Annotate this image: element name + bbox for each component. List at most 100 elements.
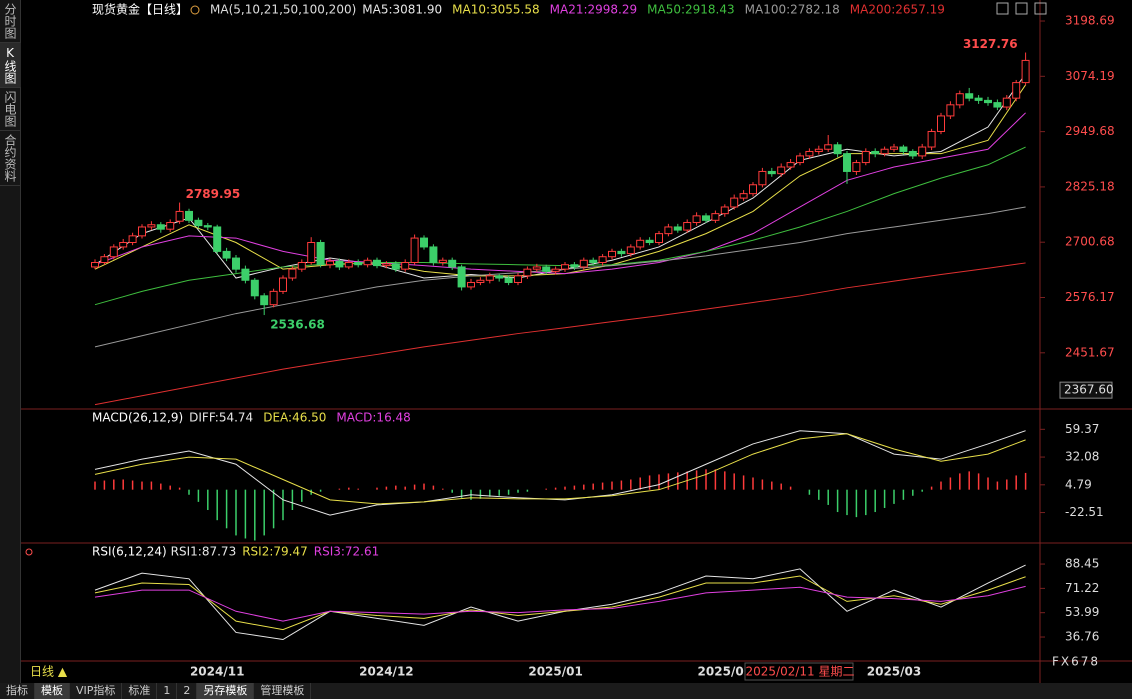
candle-body [232, 257, 240, 270]
candle-body [354, 261, 363, 266]
candle-body [805, 150, 814, 157]
candle-body [297, 261, 306, 270]
tab[interactable]: 管理模板 [254, 683, 312, 699]
bottom-tabs: 指标 模板 VIP指标 标准 1 2 另存模板 管理模板 [0, 683, 1132, 699]
legend-item: MACD(26,12,9) [92, 411, 183, 425]
candle-body [344, 261, 353, 268]
legend-item: RSI2:79.47 [242, 545, 308, 559]
candle-body [918, 146, 927, 157]
candle-body [119, 242, 128, 248]
y-tick-label: 2576.17 [1065, 290, 1115, 304]
legend-item: MA(5,10,21,50,100,200) [210, 3, 356, 17]
y-tick-label: 3198.69 [1065, 14, 1115, 28]
candle-body [852, 162, 861, 172]
indicator-line [94, 262, 1026, 406]
candle-body [279, 277, 287, 292]
candle-body [429, 246, 438, 263]
candle-body [514, 275, 522, 283]
y-tick-label: 32.08 [1065, 450, 1099, 464]
sidebar: 分时图 K线图 闪电图 合约资料 [0, 0, 21, 683]
candle-body [720, 206, 729, 215]
y-tick-label: 36.76 [1065, 630, 1099, 644]
tab[interactable]: 模板 [35, 683, 70, 699]
y-tick-label: 59.37 [1065, 422, 1099, 436]
background [21, 0, 1132, 683]
candle-body [683, 222, 692, 231]
candle-body [147, 224, 156, 228]
legend-item: MA21:2998.29 [550, 3, 638, 17]
settings-icon[interactable] [190, 5, 200, 15]
candle-body [551, 268, 560, 272]
candle-body [786, 162, 795, 168]
legend-item: MA5:3081.90 [362, 3, 442, 17]
candle-body [608, 250, 616, 258]
watermark: FX678 [1052, 655, 1100, 669]
candle-body [824, 144, 833, 150]
candle-body [871, 150, 880, 155]
candle-body [589, 259, 598, 263]
candle-body [946, 104, 955, 117]
candle-body [138, 226, 146, 237]
x-tick-label: 2025/02 [698, 665, 752, 679]
legend-item: 现货黄金【日线】 [92, 2, 188, 17]
candle-body [485, 275, 494, 281]
tab[interactable]: 指标 [0, 683, 35, 699]
candle-body [730, 197, 739, 208]
candle-body [833, 144, 842, 155]
legend-item: RSI(6,12,24) [92, 545, 167, 559]
tab[interactable]: 标准 [122, 683, 158, 699]
candle-body [250, 279, 259, 297]
y-tick-label: 53.99 [1065, 605, 1099, 619]
candle-body [1012, 82, 1021, 99]
candle-body [673, 226, 682, 231]
side-tab[interactable]: 闪电图 [0, 88, 21, 131]
candle-body [796, 155, 804, 164]
candle-body [109, 246, 118, 258]
price-annotation: 2789.95 [186, 187, 241, 201]
candle-body [890, 146, 898, 150]
candle-body [777, 166, 786, 175]
candle-body [363, 259, 372, 266]
candle-body [993, 102, 1002, 108]
candle-body [260, 295, 269, 306]
candle-body [899, 146, 908, 152]
candle-body [316, 242, 325, 266]
candle-body [937, 115, 945, 132]
candle-body [955, 93, 964, 106]
candle-body [326, 260, 334, 266]
y-tick-label: -22.51 [1065, 505, 1104, 519]
candle-body [767, 170, 776, 175]
candle-body [749, 184, 757, 195]
side-tab[interactable]: 分时图 [0, 0, 21, 43]
period-label[interactable]: 日线 ▲ [30, 665, 68, 679]
candle-body [175, 210, 184, 222]
toolbar-icons[interactable] [996, 2, 1047, 15]
tab[interactable]: 2 [177, 683, 198, 699]
candle-body [636, 239, 645, 248]
legend-item: DEA:46.50 [263, 411, 326, 425]
legend-item: RSI3:72.61 [314, 545, 380, 559]
indicator-line [94, 585, 1026, 622]
tab[interactable]: VIP指标 [70, 683, 123, 699]
side-tab[interactable]: 合约资料 [0, 131, 21, 186]
candle-body [194, 219, 203, 227]
candle-body [241, 268, 250, 281]
candle-body [843, 153, 851, 172]
tab[interactable]: 1 [157, 683, 178, 699]
candle-body [373, 259, 381, 267]
candle-body [203, 225, 212, 228]
side-tab[interactable]: K线图 [0, 43, 21, 88]
candle-body [448, 259, 457, 268]
axis-box [1059, 381, 1113, 399]
legend-item: MA200:2657.19 [850, 3, 945, 17]
candle-body [579, 259, 588, 268]
tab[interactable]: 另存模板 [197, 683, 255, 699]
candle-body [542, 266, 551, 272]
candle-body [504, 277, 513, 283]
candle-body [391, 263, 400, 270]
candle-body [467, 281, 475, 288]
candle-body [880, 148, 889, 155]
candle-body [185, 210, 193, 221]
indicator-line [94, 433, 1026, 505]
